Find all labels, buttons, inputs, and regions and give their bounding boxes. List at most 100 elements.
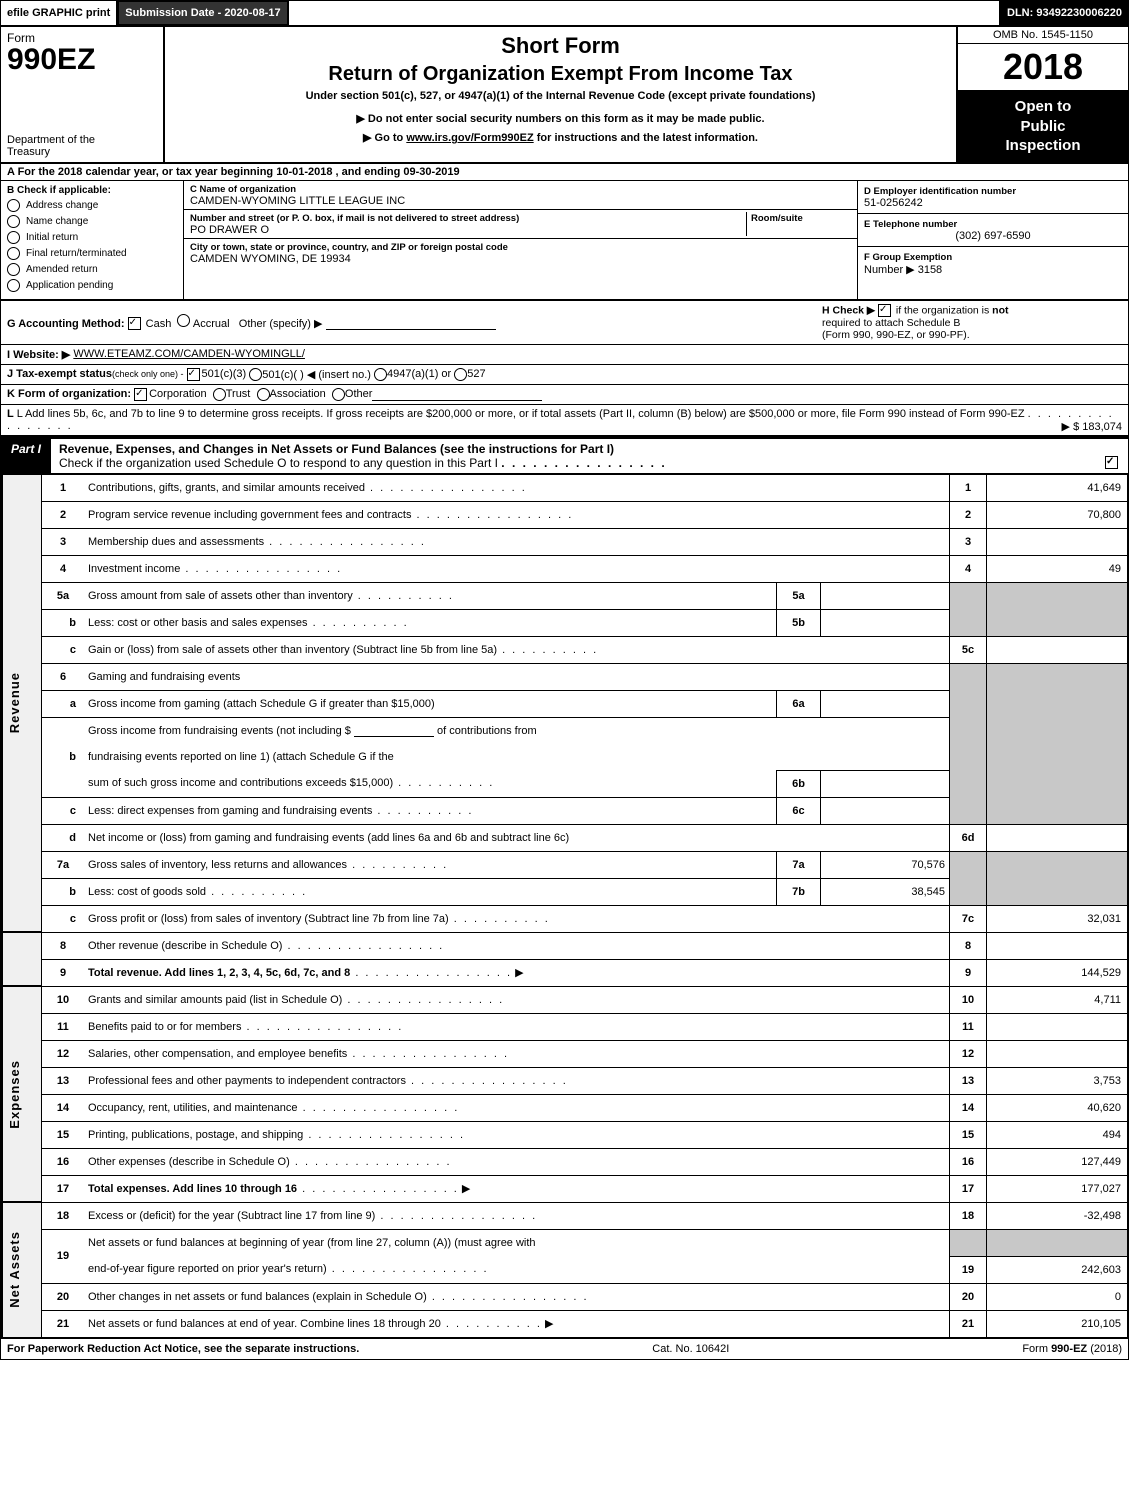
chk-corporation[interactable] [134, 388, 147, 401]
line-h: H Check ▶ if the organization is not req… [822, 304, 1122, 341]
val-7a: 70,576 [821, 851, 950, 878]
chk-association[interactable] [257, 388, 270, 401]
chk-h-not-required[interactable] [878, 304, 891, 317]
val-6c [821, 797, 950, 824]
chk-name-change[interactable] [7, 215, 20, 228]
val-10: 4,711 [987, 986, 1128, 1013]
table-row: Expenses 10 Grants and similar amounts p… [2, 986, 1128, 1013]
header-mid: Short Form Return of Organization Exempt… [165, 27, 956, 162]
val-21: 210,105 [987, 1310, 1128, 1337]
chk-other-org[interactable] [332, 388, 345, 401]
table-row: 14 Occupancy, rent, utilities, and maint… [2, 1094, 1128, 1121]
table-row: 21 Net assets or fund balances at end of… [2, 1310, 1128, 1337]
group-exemption-value: 3158 [918, 264, 942, 276]
tax-period-row: A For the 2018 calendar year, or tax yea… [1, 164, 1128, 181]
chk-accrual[interactable] [177, 314, 190, 327]
submission-date-box: Submission Date - 2020-08-17 [118, 1, 288, 25]
tax-year: 2018 [958, 44, 1128, 91]
org-address: PO DRAWER O [190, 224, 269, 236]
table-row: 16 Other expenses (describe in Schedule … [2, 1148, 1128, 1175]
cat-no: Cat. No. 10642I [652, 1343, 729, 1355]
goto-instructions: ▶ Go to www.irs.gov/Form990EZ for instru… [175, 131, 946, 144]
entity-block: B Check if applicable: Address change Na… [1, 181, 1128, 301]
val-5b [821, 609, 950, 636]
line-l: L L Add lines 5b, 6c, and 7b to line 9 t… [1, 404, 1128, 435]
table-row: 5a Gross amount from sale of assets othe… [2, 582, 1128, 609]
chk-501c-other[interactable] [249, 368, 262, 381]
page-footer: For Paperwork Reduction Act Notice, see … [1, 1338, 1128, 1359]
table-row: 8 Other revenue (describe in Schedule O)… [2, 932, 1128, 959]
section-b-checkboxes: B Check if applicable: Address change Na… [1, 181, 184, 299]
chk-527[interactable] [454, 368, 467, 381]
chk-501c3[interactable] [187, 368, 200, 381]
chk-address-change[interactable] [7, 199, 20, 212]
efile-text: efile GRAPHIC print [7, 7, 110, 19]
netassets-side-label: Net Assets [2, 1202, 42, 1337]
part-i-tag: Part I [1, 439, 51, 473]
header-right: OMB No. 1545-1150 2018 Open to Public In… [956, 27, 1128, 162]
val-6a [821, 690, 950, 717]
revenue-side-label: Revenue [2, 474, 42, 932]
table-row: 4 Investment income 4 49 [2, 555, 1128, 582]
irs-link[interactable]: www.irs.gov/Form990EZ [406, 132, 533, 144]
val-3 [987, 528, 1128, 555]
form-ref: Form 990-EZ (2018) [1022, 1343, 1122, 1355]
table-row: 13 Professional fees and other payments … [2, 1067, 1128, 1094]
val-7c: 32,031 [987, 905, 1128, 932]
line-l-amount: ▶ $ 183,074 [1062, 420, 1122, 433]
val-9: 144,529 [987, 959, 1128, 986]
efile-print-label: efile GRAPHIC print [1, 1, 118, 25]
top-bar: efile GRAPHIC print Submission Date - 20… [1, 1, 1128, 25]
submission-date-text: Submission Date - 2020-08-17 [125, 7, 280, 19]
address-box: Number and street (or P. O. box, if mail… [184, 210, 857, 239]
line-g-h: G Accounting Method: Cash Accrual Other … [1, 301, 1128, 344]
table-row: 12 Salaries, other compensation, and emp… [2, 1040, 1128, 1067]
other-method-field[interactable] [326, 317, 496, 330]
table-row: 3 Membership dues and assessments 3 [2, 528, 1128, 555]
table-row: 7a Gross sales of inventory, less return… [2, 851, 1128, 878]
chk-trust[interactable] [213, 388, 226, 401]
table-row: 20 Other changes in net assets or fund b… [2, 1283, 1128, 1310]
val-19: 242,603 [987, 1256, 1128, 1283]
table-row: 9 Total revenue. Add lines 1, 2, 3, 4, 5… [2, 959, 1128, 986]
val-16: 127,449 [987, 1148, 1128, 1175]
fundraising-contrib-field[interactable] [354, 724, 434, 737]
short-form-title: Short Form [175, 33, 946, 59]
chk-4947a1[interactable] [374, 368, 387, 381]
entity-right-box: D Employer identification number 51-0256… [857, 181, 1128, 299]
ein-value: 51-0256242 [864, 197, 923, 209]
chk-schedule-o-used[interactable] [1105, 456, 1118, 469]
line-i: I Website: ▶ WWW.ETEAMZ.COM/CAMDEN-WYOMI… [1, 344, 1128, 364]
header-left: Form 990EZ Department of the Treasury [1, 27, 165, 162]
val-2: 70,800 [987, 501, 1128, 528]
chk-application-pending[interactable] [7, 279, 20, 292]
table-row: 6 Gaming and fundraising events [2, 663, 1128, 690]
chk-cash[interactable] [128, 317, 141, 330]
chk-initial-return[interactable] [7, 231, 20, 244]
chk-amended-return[interactable] [7, 263, 20, 276]
dept-treasury: Department of the Treasury [7, 134, 157, 158]
form-header: Form 990EZ Department of the Treasury Sh… [1, 25, 1128, 164]
chk-final-return[interactable] [7, 247, 20, 260]
org-city: CAMDEN WYOMING, DE 19934 [190, 253, 351, 265]
expenses-side-label: Expenses [2, 986, 42, 1202]
return-title: Return of Organization Exempt From Incom… [175, 63, 946, 86]
val-5a [821, 582, 950, 609]
val-17: 177,027 [987, 1175, 1128, 1202]
do-not-enter-ssn: ▶ Do not enter social security numbers o… [175, 112, 946, 125]
phone-value: (302) 697-6590 [864, 230, 1122, 242]
val-7b: 38,545 [821, 878, 950, 905]
table-row: 11 Benefits paid to or for members 11 [2, 1013, 1128, 1040]
table-row: 15 Printing, publications, postage, and … [2, 1121, 1128, 1148]
dln-text: DLN: 93492230006220 [1007, 7, 1122, 19]
val-20: 0 [987, 1283, 1128, 1310]
table-row: 2 Program service revenue including gove… [2, 501, 1128, 528]
table-row: Net Assets 18 Excess or (deficit) for th… [2, 1202, 1128, 1229]
under-section-text: Under section 501(c), 527, or 4947(a)(1)… [175, 90, 946, 102]
period-end: 09-30-2019 [403, 166, 459, 178]
other-org-field[interactable] [372, 388, 542, 401]
val-6b [821, 770, 950, 797]
entity-name-address: C Name of organization CAMDEN-WYOMING LI… [184, 181, 857, 299]
table-row: 19 Net assets or fund balances at beginn… [2, 1229, 1128, 1256]
val-1: 41,649 [987, 474, 1128, 501]
